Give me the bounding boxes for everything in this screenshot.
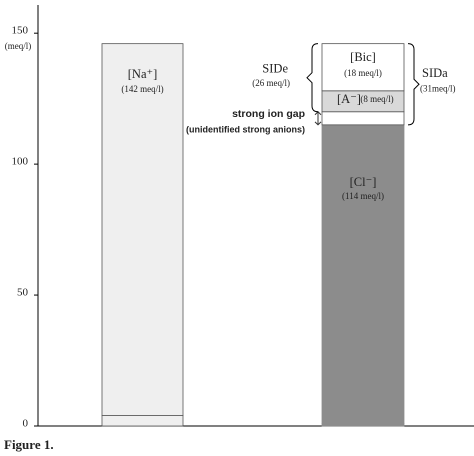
y-axis-label: (meq/l) (5, 41, 32, 51)
bar-segment (321, 111, 405, 126)
value-label: (8 meq/l) (360, 94, 393, 104)
bar-segment (101, 415, 184, 427)
bracket-label: SIDe (262, 62, 288, 76)
value-label: (142 meq/l) (121, 84, 163, 94)
segment-label: [A⁻] (337, 92, 361, 106)
bar-segment (321, 124, 405, 424)
segment-label: [Bic] (350, 50, 376, 64)
y-tick-label: 100 (12, 156, 29, 168)
value-label: (114 meq/l) (342, 191, 384, 201)
gap-arrow (314, 111, 322, 126)
segment-label: [Cl⁻] (350, 175, 377, 189)
gap-note: (unidentified strong anions) (186, 125, 305, 135)
y-tick-label: 150 (12, 25, 29, 37)
bracket-value: (26 meq/l) (252, 78, 290, 88)
bracket (407, 43, 420, 126)
y-tick-label: 0 (23, 418, 29, 430)
bracket (306, 43, 319, 113)
bar-segment (321, 43, 405, 92)
caption: Figure 1. (4, 437, 54, 452)
gap-label: strong ion gap (232, 108, 305, 120)
value-label: (18 meq/l) (344, 68, 382, 78)
bracket-value: (31meq/l) (420, 83, 456, 93)
bracket-label: SIDa (422, 66, 448, 80)
bar-segment (101, 43, 184, 416)
segment-label: [Na⁺] (128, 67, 158, 81)
y-tick-label: 50 (17, 287, 29, 299)
